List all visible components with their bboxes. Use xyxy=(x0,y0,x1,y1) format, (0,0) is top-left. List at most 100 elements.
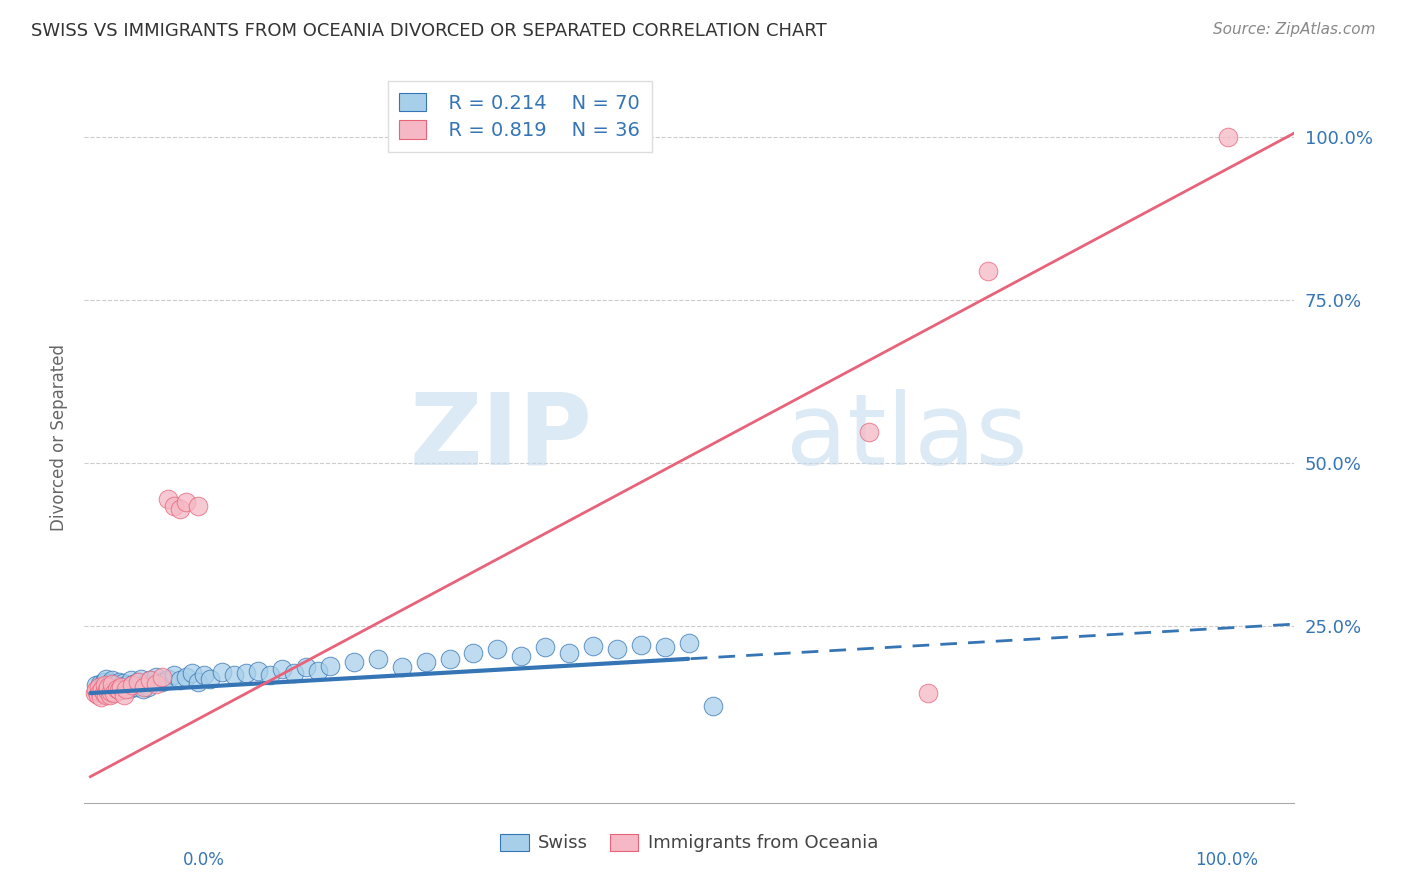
Point xyxy=(283,666,305,681)
Point xyxy=(270,662,292,676)
Point xyxy=(654,640,676,655)
Point xyxy=(110,680,132,694)
Text: SWISS VS IMMIGRANTS FROM OCEANIA DIVORCED OR SEPARATED CORRELATION CHART: SWISS VS IMMIGRANTS FROM OCEANIA DIVORCE… xyxy=(31,22,827,40)
Point xyxy=(134,680,156,694)
Point xyxy=(107,680,129,694)
Point xyxy=(139,673,162,687)
Point xyxy=(174,495,197,509)
Point xyxy=(145,670,167,684)
Point xyxy=(558,646,581,660)
Point xyxy=(93,678,115,692)
Point xyxy=(145,677,167,691)
Point xyxy=(235,666,257,681)
Point xyxy=(84,686,107,700)
Point xyxy=(101,685,124,699)
Point xyxy=(93,675,115,690)
Point xyxy=(181,666,204,681)
Point xyxy=(630,638,652,652)
Point xyxy=(100,681,122,696)
Point xyxy=(108,675,131,690)
Point xyxy=(89,677,111,691)
Point xyxy=(486,642,509,657)
Point xyxy=(86,678,108,692)
Point xyxy=(132,681,155,696)
Point xyxy=(110,683,132,698)
Point xyxy=(112,681,135,695)
Point xyxy=(101,673,124,687)
Point xyxy=(91,685,114,699)
Point xyxy=(121,678,143,692)
Point xyxy=(169,502,191,516)
Point xyxy=(343,656,366,670)
Point xyxy=(198,672,221,686)
Point xyxy=(127,675,149,690)
Point xyxy=(134,677,156,691)
Point xyxy=(115,678,138,692)
Point xyxy=(129,672,152,686)
Point xyxy=(122,677,145,691)
Point xyxy=(96,683,118,698)
Point xyxy=(115,681,138,696)
Point xyxy=(702,699,724,714)
Point xyxy=(93,686,115,700)
Point xyxy=(100,685,122,699)
Point xyxy=(1216,129,1239,144)
Point xyxy=(90,680,112,694)
Point xyxy=(415,656,437,670)
Point xyxy=(86,688,108,702)
Point xyxy=(858,425,880,439)
Point xyxy=(582,639,605,653)
Point xyxy=(97,680,120,694)
Point xyxy=(510,648,533,663)
Point xyxy=(534,640,557,655)
Point xyxy=(259,668,281,682)
Point xyxy=(98,688,121,702)
Point xyxy=(367,652,389,666)
Point xyxy=(127,675,149,690)
Point xyxy=(112,688,135,702)
Point xyxy=(211,665,233,680)
Point xyxy=(103,686,125,700)
Point xyxy=(91,681,114,696)
Legend: Swiss, Immigrants from Oceania: Swiss, Immigrants from Oceania xyxy=(492,826,886,860)
Point xyxy=(104,681,127,696)
Point xyxy=(101,677,124,691)
Point xyxy=(96,683,118,698)
Point xyxy=(120,673,142,687)
Point xyxy=(174,670,197,684)
Point xyxy=(94,672,117,686)
Point xyxy=(94,688,117,702)
Point xyxy=(606,642,628,657)
Point xyxy=(977,263,1000,277)
Point xyxy=(98,676,121,690)
Point xyxy=(163,668,186,682)
Point xyxy=(169,673,191,687)
Point xyxy=(319,658,342,673)
Point xyxy=(87,680,110,694)
Y-axis label: Divorced or Separated: Divorced or Separated xyxy=(49,343,67,531)
Point xyxy=(105,681,128,696)
Point xyxy=(678,636,700,650)
Point xyxy=(246,664,269,678)
Point xyxy=(307,664,329,678)
Text: ZIP: ZIP xyxy=(409,389,592,485)
Point xyxy=(917,686,939,700)
Point xyxy=(108,683,131,698)
Point xyxy=(90,690,112,704)
Text: 0.0%: 0.0% xyxy=(183,851,225,869)
Point xyxy=(391,660,413,674)
Point xyxy=(463,646,485,660)
Point xyxy=(157,492,180,507)
Point xyxy=(89,685,111,699)
Point xyxy=(150,675,173,690)
Point xyxy=(222,668,245,682)
Point xyxy=(193,668,215,682)
Point xyxy=(125,680,148,694)
Text: Source: ZipAtlas.com: Source: ZipAtlas.com xyxy=(1212,22,1375,37)
Point xyxy=(111,675,134,690)
Point xyxy=(295,660,318,674)
Point xyxy=(93,686,115,700)
Point xyxy=(103,678,125,692)
Point xyxy=(439,652,461,666)
Text: 100.0%: 100.0% xyxy=(1195,851,1258,869)
